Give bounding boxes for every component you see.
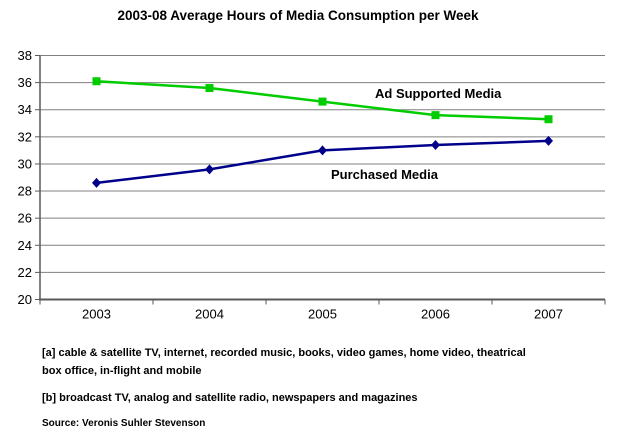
footnotes: [a] cable & satellite TV, internet, reco… xyxy=(42,344,607,431)
y-axis-label: 38 xyxy=(18,48,32,63)
y-axis-label: 24 xyxy=(18,238,32,253)
marker-square xyxy=(431,111,440,120)
marker-diamond xyxy=(318,145,327,156)
x-axis-label: 2005 xyxy=(308,307,337,322)
y-axis-label: 20 xyxy=(18,292,32,307)
line-chart: 20 22 24 26 28 30 32 34 36 38 2003 2004 2005 2006 2007 xyxy=(18,48,606,322)
x-axis-label: 2007 xyxy=(534,307,563,322)
footnote-a-line-1: [a] cable & satellite TV, internet, reco… xyxy=(42,347,526,359)
y-axis-label: 32 xyxy=(18,129,32,144)
marker-diamond xyxy=(431,139,440,150)
x-axis-label: 2006 xyxy=(421,307,450,322)
y-axis-label: 30 xyxy=(18,156,32,171)
y-axis-label: 26 xyxy=(18,211,32,226)
marker-square xyxy=(92,77,101,86)
footnote-b: [b] broadcast TV, analog and satellite r… xyxy=(42,392,418,404)
x-axis-label: 2004 xyxy=(195,307,224,322)
source-note: Source: Veronis Suhler Stevenson xyxy=(42,418,206,429)
y-axis-label: 28 xyxy=(18,184,32,199)
marker-diamond xyxy=(205,164,214,175)
y-axis-label: 22 xyxy=(18,265,32,280)
series-label-ad-supported-media: Ad Supported Media xyxy=(375,86,502,101)
footnote-a-line-2: box office, in-flight and mobile xyxy=(42,365,202,377)
y-axis-label: 36 xyxy=(18,75,32,90)
marker-square xyxy=(205,84,214,93)
y-axis-label: 34 xyxy=(18,102,32,117)
series-label-purchased-media: Purchased Media xyxy=(331,167,438,182)
marker-diamond xyxy=(544,135,553,146)
marker-square xyxy=(544,115,553,124)
x-axis-label: 2003 xyxy=(82,307,111,322)
marker-diamond xyxy=(92,177,101,188)
marker-square xyxy=(318,97,327,106)
chart-title: 2003-08 Average Hours of Media Consumpti… xyxy=(117,8,479,23)
